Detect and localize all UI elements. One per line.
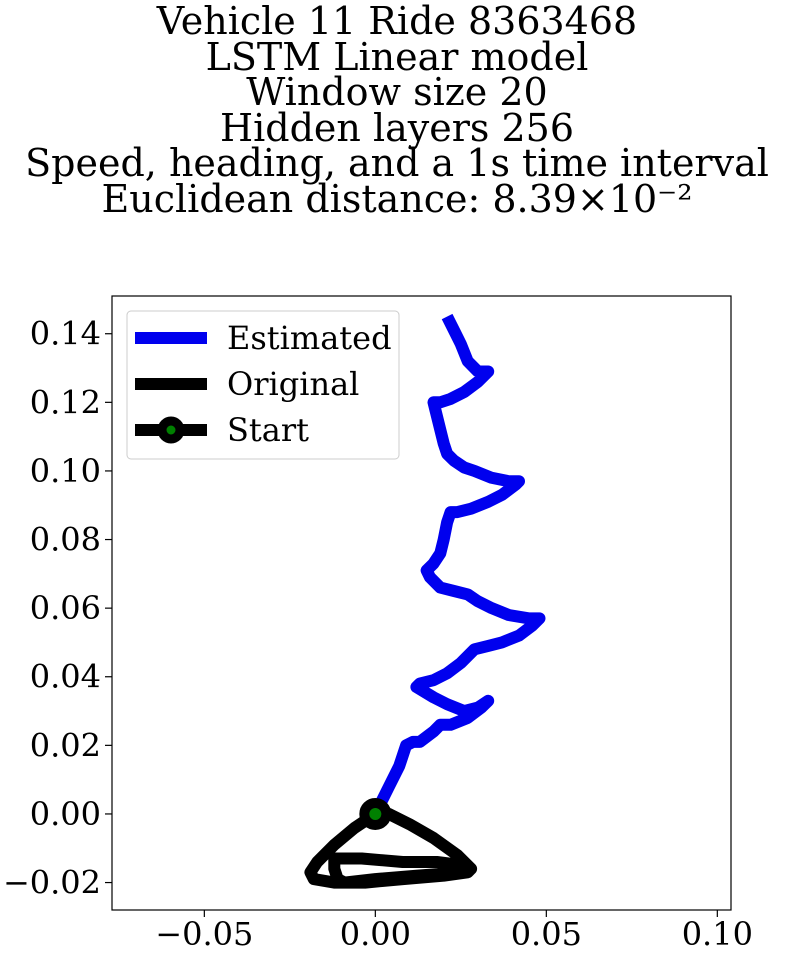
title-line-3: Window size 20 <box>246 70 548 114</box>
legend: Estimated Original Start <box>126 310 400 460</box>
series-layer <box>304 313 546 889</box>
series-line-estimated <box>369 313 546 817</box>
y-tick-label: 0.14 <box>30 315 101 353</box>
y-tick-label: 0.10 <box>30 452 101 490</box>
start-marker <box>359 797 392 830</box>
plot-frame <box>111 295 732 911</box>
x-tick-label: 0.05 <box>511 915 582 953</box>
x-axis: −0.05 0.00 0.05 0.10 <box>155 910 753 953</box>
y-tick-label: −0.02 <box>3 864 101 902</box>
legend-label-start: Start <box>227 411 309 449</box>
y-tick-label: 0.04 <box>30 658 101 696</box>
legend-box <box>126 310 400 460</box>
y-tick-label: 0.12 <box>30 383 101 421</box>
y-tick-label: 0.08 <box>30 521 101 559</box>
legend-marker-start <box>157 416 185 444</box>
title-line-4: Hidden layers 256 <box>219 105 575 150</box>
y-tick-label: 0.06 <box>30 589 101 627</box>
y-tick-label: 0.00 <box>30 795 101 833</box>
series-line-original <box>304 808 478 889</box>
x-tick-label: −0.05 <box>155 915 253 953</box>
legend-label-original: Original <box>227 365 359 403</box>
x-tick-label: 0.10 <box>682 915 753 953</box>
title-line-6: Euclidean distance: 8.39×10⁻² <box>101 176 693 221</box>
x-tick-label: 0.00 <box>340 915 411 953</box>
y-tick-label: 0.02 <box>30 726 101 764</box>
title-line-1: Vehicle 11 Ride 8363468 <box>156 0 638 43</box>
legend-label-estimated: Estimated <box>227 319 392 357</box>
y-axis: −0.02 0.00 0.02 0.04 0.06 0.08 0.10 0.12 0.14 <box>3 315 112 902</box>
chart-title: Vehicle 11 Ride 8363468 LSTM Linear mode… <box>0 0 794 221</box>
title-line-5: Speed, heading, and a 1s time interval <box>25 141 769 185</box>
title-line-2: LSTM Linear model <box>205 34 589 79</box>
